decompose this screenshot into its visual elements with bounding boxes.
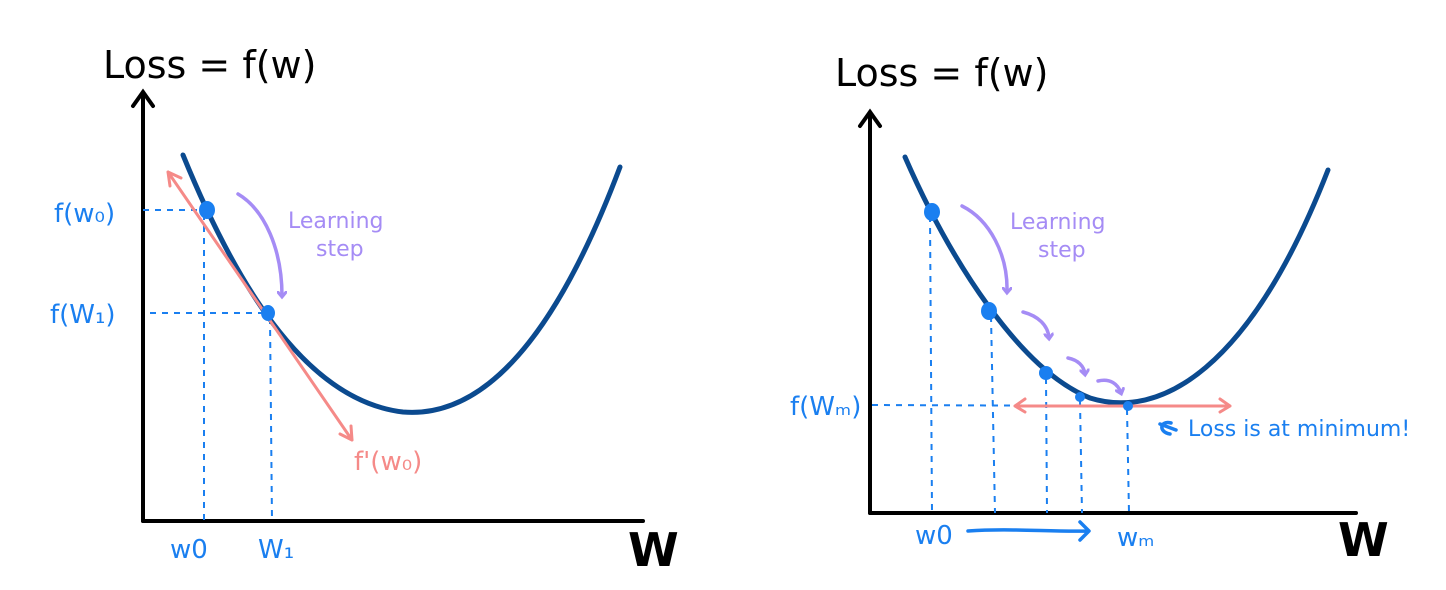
right-point-minimum [1123, 401, 1133, 411]
right-progress-arrow [966, 520, 1091, 542]
right-step-label-line1: Learning [1010, 210, 1106, 235]
left-x-axis-title: W [628, 523, 679, 577]
right-label-f-wm: f(Wₘ) [790, 392, 861, 422]
right-label-w0: w0 [915, 521, 953, 551]
right-guide-step-2 [1045, 377, 1048, 514]
right-learning-step-arrow-2 [1021, 310, 1049, 338]
left-guide-w1 [269, 317, 273, 522]
left-step-label-line1: Learning [288, 209, 384, 234]
left-y-axis-title: Loss = f(w) [103, 43, 316, 87]
right-point-step-2 [1039, 366, 1053, 380]
right-point-step-0 [924, 203, 940, 221]
right-y-axis-title: Loss = f(w) [835, 51, 1048, 95]
minimum-note: Loss is at minimum! [1188, 417, 1410, 442]
right-zero-gradient-arrow [1013, 397, 1232, 414]
left-y-axis [131, 88, 155, 523]
right-learning-step-arrow-4 [1096, 378, 1121, 393]
right-y-axis [858, 108, 882, 515]
right-loss-curve [902, 154, 1331, 406]
left-label-w1: W₁ [258, 535, 294, 565]
left-point-w1 [261, 305, 275, 321]
left-loss-curve [180, 152, 623, 415]
pointer-arrow-icon [1158, 420, 1178, 436]
right-learning-step-arrow-3 [1066, 356, 1085, 374]
right-guide-step-0 [929, 215, 933, 514]
left-label-f-w1: f(W₁) [50, 300, 116, 330]
left-panel: Loss = f(w) W f'(w₀) Learning step f(w₀)… [50, 43, 679, 577]
left-tangent-arrow [166, 170, 354, 442]
right-point-step-3 [1075, 392, 1085, 402]
right-guide-step-3 [1079, 400, 1083, 514]
right-point-step-1 [981, 302, 997, 320]
right-guide-step-4 [1126, 408, 1130, 514]
left-step-label-line2: step [316, 237, 364, 262]
right-panel: Loss = f(w) W Learning step f(Wₘ) Loss i… [790, 51, 1410, 567]
left-label-w0: w0 [170, 535, 208, 565]
left-point-w0 [199, 201, 215, 219]
left-derivative-label: f'(w₀) [354, 447, 422, 477]
left-learning-step-arrow [236, 192, 282, 296]
right-x-axis-title: W [1338, 513, 1389, 567]
right-learning-step-arrow-1 [960, 204, 1007, 292]
left-label-f-w0: f(w₀) [54, 199, 115, 229]
right-label-wm: wₘ [1117, 523, 1154, 553]
right-guide-step-1 [990, 315, 996, 514]
right-step-label-line2: step [1038, 238, 1086, 263]
